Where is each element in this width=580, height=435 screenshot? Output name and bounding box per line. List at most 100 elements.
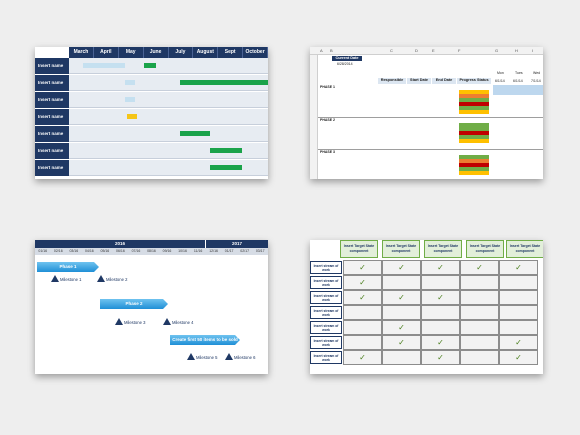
gantt-row: Insert name [35, 92, 268, 109]
matrix-cell: ✓ [421, 290, 460, 305]
matrix-col-header: Insert Target State component [466, 240, 504, 258]
column-letter: C [390, 48, 393, 53]
month-label: 05/16 [100, 249, 110, 253]
phase-label: PHASE 2 [320, 118, 335, 122]
matrix-cell: ✓ [343, 260, 382, 275]
column-letter: A [320, 48, 323, 53]
year-header: 2016 [35, 240, 205, 248]
gantt-bar [83, 63, 125, 68]
matrix-col-header: Insert Target State component [382, 240, 420, 258]
month-label: 07/16 [131, 249, 141, 253]
status-cell [459, 127, 489, 131]
gantt-row-label: Insert name [35, 75, 69, 91]
month-label: 02/17 [240, 249, 250, 253]
month-label: 06/16 [116, 249, 125, 253]
col-progress-status: Progress Status [457, 78, 491, 84]
matrix-cell [421, 305, 460, 320]
status-cell [459, 90, 489, 94]
current-date-label: Current Date [332, 56, 362, 61]
milestone-label: Milestone 1 [60, 277, 82, 282]
calendar-highlight [493, 85, 543, 95]
phase-label: PHASE 3 [320, 150, 335, 154]
gantt-row-label: Insert name [35, 92, 69, 108]
month-label: 09/16 [162, 249, 172, 253]
gantt-row-label: Insert name [35, 160, 69, 176]
matrix-cell [343, 320, 382, 335]
week-date: 6/1/14 [495, 79, 505, 83]
phase-separator [318, 117, 543, 118]
status-cell [459, 131, 489, 135]
col-end-date: End Date [432, 78, 456, 84]
matrix-row-header: Insert stream of work [310, 261, 342, 274]
matrix-cell: ✓ [421, 350, 460, 365]
matrix-cell: ✓ [421, 260, 460, 275]
status-cell [459, 123, 489, 127]
gantt-row: Insert name [35, 109, 268, 126]
timeline-thumbnail[interactable]: 2016 2017 01/16 02/16 03/16 04/16 05/16 … [35, 240, 268, 374]
matrix-cell [460, 350, 499, 365]
gantt-row-label: Insert name [35, 126, 69, 142]
month-label: 08/16 [147, 249, 156, 253]
current-date-value: 6/28/2014 [337, 62, 353, 66]
spreadsheet-thumbnail[interactable]: A B C D E F G H I Current Date 6/28/2014… [310, 47, 543, 179]
milestone-label: Milestone 5 [196, 355, 218, 360]
month-label: 01/16 [38, 249, 48, 253]
week-date: 6/1/14 [513, 79, 523, 83]
milestone-icon [187, 353, 195, 360]
status-cell [459, 155, 489, 159]
matrix-col-header: Insert Target State component [506, 240, 543, 258]
col-responsible: Responsible [378, 78, 406, 84]
milestone-label: Milestone 3 [124, 320, 146, 325]
phase-arrow: Phase 1 [37, 262, 99, 272]
status-cell [459, 159, 489, 163]
gantt-month: June [144, 47, 169, 58]
matrix-cell [499, 275, 538, 290]
gantt-row: Insert name [35, 126, 268, 143]
gantt-month: March [69, 47, 94, 58]
phase-arrow: Phase 2 [100, 299, 168, 309]
column-header-bar: A B C D E F G H I [310, 47, 543, 55]
gantt-row: Insert name [35, 58, 268, 75]
matrix-thumbnail[interactable]: Insert Target State component Insert Tar… [310, 240, 543, 374]
week-day: Wed [533, 71, 541, 75]
matrix-col-header: Insert Target State component [340, 240, 378, 258]
gantt-bar [180, 131, 210, 136]
gantt-bar [210, 165, 242, 170]
month-label: 04/16 [84, 249, 94, 253]
milestone-icon [115, 318, 123, 325]
gantt-bar [127, 114, 137, 119]
column-letter: E [432, 48, 435, 53]
week-day: Tues [515, 71, 523, 75]
column-letter: I [532, 48, 534, 53]
gantt-bar [180, 80, 268, 85]
status-cell [459, 139, 489, 143]
matrix-cell: ✓ [421, 335, 460, 350]
gantt-chart-thumbnail[interactable]: March April May June July August Sept Oc… [35, 47, 268, 179]
month-label: 03/16 [69, 249, 79, 253]
column-letter: G [495, 48, 499, 53]
month-label: 10/16 [178, 249, 187, 253]
matrix-cell: ✓ [382, 320, 421, 335]
phase-label: PHASE 1 [320, 85, 335, 89]
matrix-cell [421, 275, 460, 290]
gantt-month: August [193, 47, 219, 58]
matrix-row-header: Insert stream of work [310, 276, 342, 289]
column-letter: D [415, 48, 418, 53]
gantt-row: Insert name [35, 75, 268, 92]
milestone-icon [225, 353, 233, 360]
milestone-label: Milestone 6 [234, 355, 256, 360]
matrix-cell [460, 290, 499, 305]
milestone-icon [97, 275, 105, 282]
gantt-row-label: Insert name [35, 143, 69, 159]
month-label: 12/16 [209, 249, 218, 253]
matrix-row-header: Insert stream of work [310, 306, 342, 319]
gantt-month: July [169, 47, 194, 58]
matrix-cell [382, 305, 421, 320]
matrix-cell [421, 320, 460, 335]
matrix-row-header: Insert stream of work [310, 291, 342, 304]
gantt-row-label: Insert name [35, 109, 69, 125]
gantt-month: Sept [218, 47, 244, 58]
matrix-col-header: Insert Target State component [424, 240, 462, 258]
matrix-cell [382, 350, 421, 365]
status-cell [459, 106, 489, 110]
